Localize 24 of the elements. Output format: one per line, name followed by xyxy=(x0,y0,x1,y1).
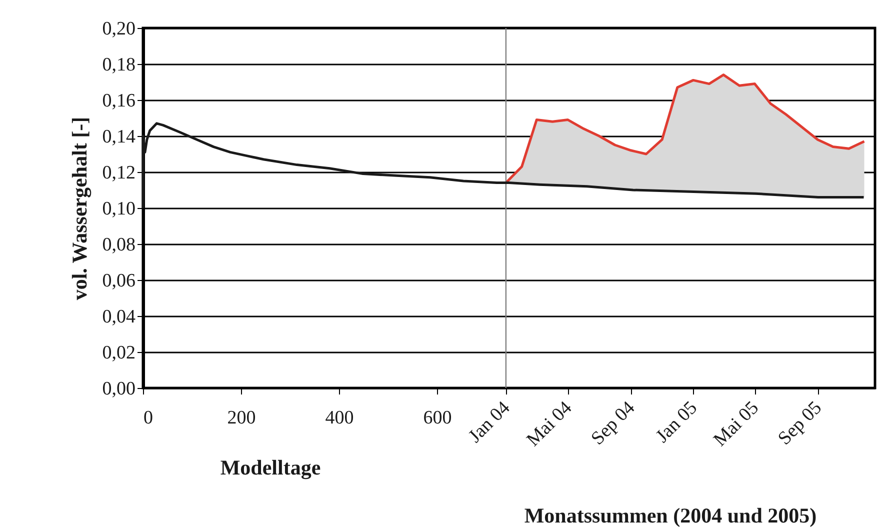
y-tick-label: 0,00 xyxy=(102,378,136,400)
y-tick-label: 0,06 xyxy=(102,270,136,292)
y-tick-label: 0,14 xyxy=(102,126,136,148)
y-tick-label: 0,04 xyxy=(102,306,136,328)
y-tick-label: 0,08 xyxy=(102,234,136,256)
x2-tick-label: Sep 04 xyxy=(587,397,640,450)
x2-tick-label: Jan 04 xyxy=(464,397,515,447)
y-tick-label: 0,20 xyxy=(102,18,136,40)
x-tick-label: 600 xyxy=(423,408,452,428)
x2-tick-label: Mai 05 xyxy=(710,397,763,451)
x-tick-label: 0 xyxy=(144,408,153,428)
y-axis-title: vol. Wassergehalt [-] xyxy=(67,116,92,300)
y-tick-label: 0,10 xyxy=(102,198,136,220)
x2-tick-label: Mai 04 xyxy=(522,397,576,451)
x2-tick-label: Jan 05 xyxy=(652,397,702,447)
y-tick-label: 0,12 xyxy=(102,162,136,184)
x2-tick-label: Sep 05 xyxy=(774,397,826,450)
x-axis-title: Modelltage xyxy=(220,456,321,480)
x-tick-label: 400 xyxy=(325,408,354,428)
x2-axis-title: Monatssummen (2004 und 2005) xyxy=(524,504,817,528)
y-tick-label: 0,02 xyxy=(102,342,136,364)
x-tick-label: 200 xyxy=(227,408,256,428)
y-tick-label: 0,18 xyxy=(102,54,136,76)
y-tick-label: 0,16 xyxy=(102,90,136,112)
